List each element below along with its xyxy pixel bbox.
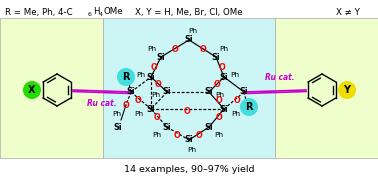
Text: Si: Si	[127, 87, 135, 96]
Text: Si: Si	[114, 122, 122, 132]
Text: Si: Si	[205, 122, 213, 132]
Text: Ph: Ph	[214, 132, 223, 138]
Text: R: R	[122, 72, 130, 82]
Text: Ph: Ph	[147, 46, 156, 52]
Bar	[103, 18, 275, 158]
Text: R = Me, Ph, 4-C: R = Me, Ph, 4-C	[5, 7, 73, 16]
Text: Si: Si	[163, 122, 171, 132]
Circle shape	[117, 68, 135, 86]
Text: O: O	[215, 113, 222, 122]
Text: Si: Si	[147, 104, 155, 113]
Text: O: O	[218, 62, 225, 72]
Text: Si: Si	[220, 104, 228, 113]
Text: 14 examples, 90–97% yield: 14 examples, 90–97% yield	[124, 165, 254, 175]
Bar	[0, 18, 103, 158]
Text: R: R	[245, 102, 253, 112]
Text: Ph: Ph	[135, 111, 144, 117]
Text: O: O	[122, 101, 129, 110]
Circle shape	[240, 98, 258, 116]
Text: 4: 4	[99, 12, 103, 16]
Text: Si: Si	[147, 73, 155, 81]
Text: Si: Si	[220, 73, 228, 81]
Text: O: O	[153, 113, 160, 122]
Text: O: O	[184, 107, 191, 116]
Text: O: O	[174, 131, 180, 140]
Text: O: O	[135, 96, 141, 105]
Text: 6: 6	[88, 12, 92, 16]
Text: Ph: Ph	[136, 72, 146, 78]
Text: OMe: OMe	[104, 7, 124, 16]
Text: Si: Si	[163, 87, 171, 96]
Text: O: O	[155, 80, 161, 89]
Text: Si: Si	[157, 53, 165, 61]
Text: Si: Si	[185, 36, 193, 44]
Text: Ph: Ph	[215, 92, 225, 98]
Text: Ph: Ph	[152, 92, 161, 98]
Text: O: O	[215, 96, 222, 105]
Text: H: H	[93, 7, 99, 16]
Text: Ph: Ph	[189, 28, 198, 34]
Text: O: O	[234, 96, 240, 105]
Text: O: O	[199, 45, 206, 54]
Text: Si: Si	[212, 53, 220, 61]
Text: Y: Y	[344, 85, 350, 95]
Text: O: O	[196, 131, 202, 140]
Text: O: O	[172, 45, 178, 54]
Text: Si: Si	[185, 136, 193, 144]
Text: Ph: Ph	[152, 132, 161, 138]
Text: Si: Si	[240, 87, 248, 96]
Text: Ru cat.: Ru cat.	[265, 73, 295, 81]
Text: X: X	[28, 85, 36, 95]
Circle shape	[23, 81, 41, 99]
Text: Ru cat.: Ru cat.	[87, 99, 117, 109]
Text: Ph: Ph	[187, 147, 197, 153]
Text: Ph: Ph	[112, 111, 122, 117]
Text: Ph: Ph	[220, 46, 229, 52]
Text: Si: Si	[205, 87, 213, 96]
Bar	[275, 18, 378, 158]
Text: Ph: Ph	[231, 111, 240, 117]
Circle shape	[338, 81, 356, 99]
Text: O: O	[150, 62, 157, 72]
Text: O: O	[214, 80, 221, 89]
Text: Ph: Ph	[231, 72, 240, 78]
Text: X ≠ Y: X ≠ Y	[336, 7, 360, 16]
Text: X, Y = H, Me, Br, Cl, OMe: X, Y = H, Me, Br, Cl, OMe	[135, 7, 243, 16]
